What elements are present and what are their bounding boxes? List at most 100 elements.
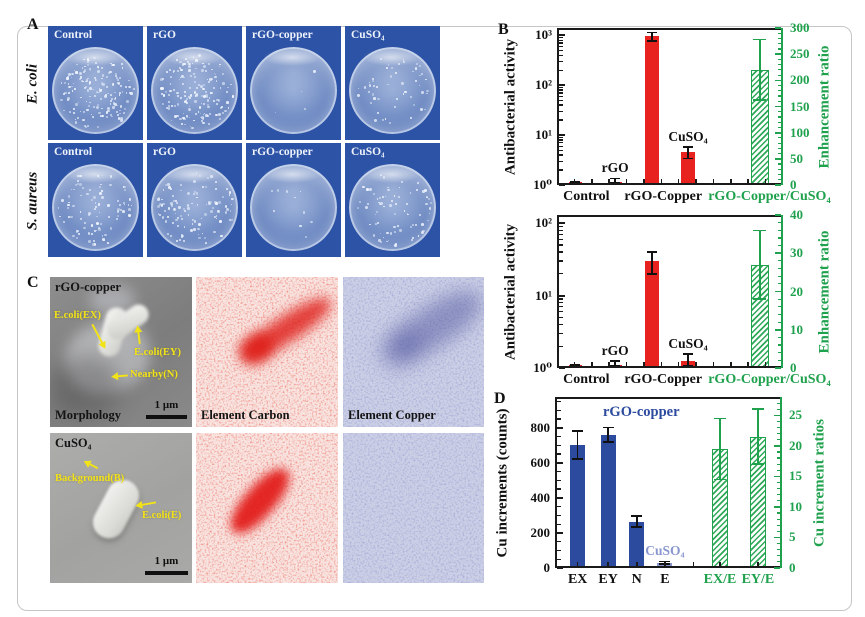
petri-dish	[250, 47, 337, 134]
bacterial-colony	[107, 203, 110, 207]
bacterial-colony	[384, 195, 386, 197]
petri-dish-cell-rgocopper: rGO-copper	[246, 143, 341, 257]
bacterial-colony	[109, 175, 112, 178]
bacterial-colony	[110, 93, 113, 96]
y-axis-title-left: Antibacterial activity	[502, 223, 519, 360]
bacterial-colony	[219, 65, 221, 67]
bacterial-colony	[418, 214, 421, 217]
bacterial-colony	[420, 108, 423, 111]
bacterial-colony	[426, 92, 428, 95]
bacterial-colony	[62, 93, 65, 96]
element-copper-label: Element Copper	[348, 408, 436, 422]
bacterial-colony	[77, 101, 80, 104]
bacterial-colony	[111, 64, 113, 66]
bacterial-colony	[169, 202, 173, 206]
annotation-ecoli-ey: E.coli(EY)	[134, 347, 181, 358]
error-bar-cap	[752, 463, 764, 465]
bacterial-colony	[82, 110, 85, 114]
y-tick-right	[775, 105, 781, 108]
error-bar	[719, 418, 721, 480]
y-tick-label-right: 100	[790, 124, 810, 140]
x-tick	[712, 179, 715, 183]
x-tick	[730, 362, 732, 366]
y-minor-tick-left	[557, 444, 561, 446]
y-minor-tick-right	[776, 420, 780, 423]
y-tick-label-left: 0	[543, 560, 551, 575]
bacterial-colony	[207, 122, 210, 125]
bacterial-colony	[230, 83, 232, 85]
bacterial-colony	[130, 92, 133, 95]
bacterial-colony	[89, 95, 91, 98]
bacterial-colony	[89, 81, 92, 84]
bacterial-colony	[211, 68, 214, 71]
bacterial-colony	[162, 189, 165, 191]
noise-texture	[196, 433, 338, 583]
bacterial-colony	[59, 215, 61, 218]
y-tick-right	[774, 536, 780, 539]
bacterial-colony	[402, 61, 405, 64]
bacterial-colony	[171, 105, 173, 107]
bacterial-colony	[179, 66, 182, 69]
x-axis-label: rGO-Copper/CuSO₄	[708, 189, 831, 204]
bacterial-colony	[117, 199, 120, 202]
bacterial-colony	[107, 109, 110, 113]
bacterial-colony	[180, 218, 183, 221]
bacterial-colony	[202, 186, 205, 189]
bacterial-colony	[62, 221, 65, 224]
bacterial-colony	[61, 199, 64, 202]
bacterial-colony	[68, 92, 70, 94]
y-minor-tick-right	[776, 426, 780, 429]
bacterial-colony	[203, 95, 206, 98]
bacterial-colony	[428, 212, 431, 215]
y-axis-title-left: Cu increments (counts)	[494, 408, 511, 557]
bacterial-colony	[421, 72, 424, 75]
bacterial-colony	[178, 79, 181, 81]
bacterial-colony	[182, 83, 184, 85]
bacterial-colony	[100, 66, 103, 69]
y-minor-tick-right	[777, 153, 781, 155]
bacterial-colony	[181, 116, 185, 120]
y-minor-tick-right	[777, 179, 781, 181]
bacterial-colony	[303, 107, 307, 111]
x-tick	[590, 179, 593, 183]
y-minor-tick-right	[777, 74, 781, 76]
bacterial-colony	[187, 62, 191, 66]
y-tick-label-right: 0	[790, 360, 797, 375]
bacterial-colony	[208, 97, 211, 100]
bacterial-colony	[398, 186, 400, 188]
bacterial-colony	[97, 203, 101, 206]
x-tick	[677, 362, 680, 366]
bacterial-colony	[98, 87, 101, 90]
bar-annotation: rGO	[601, 160, 629, 176]
chart-antibacterial-saureus: 10⁰ 10¹ 10² 0 10 20 30 40 rGO CuSO₄ Control rGO-Cop…	[503, 207, 833, 387]
bacterial-colony	[400, 181, 403, 183]
bacterial-colony	[389, 204, 392, 207]
sem-image-rgo-copper: rGO-copper E.coli(EX) E.coli(EY) Nearby(…	[50, 277, 192, 427]
chart-cu-increments: 0 200 400 600 800 0 5 10 15 20 25 CuSO₄ rGO-copper EX…	[495, 397, 828, 587]
bacterial-colony	[81, 67, 83, 69]
panel-d-label: D	[494, 390, 506, 407]
bacterial-colony	[78, 71, 82, 75]
element-carbon-label: Element Carbon	[201, 408, 290, 422]
bacterial-colony	[109, 114, 112, 117]
dish-condition-label: Control	[54, 29, 93, 41]
y-minor-tick-left	[557, 418, 561, 420]
y-minor-tick-left	[557, 541, 561, 543]
bacterial-colony	[85, 100, 87, 103]
bacterial-colony	[99, 192, 102, 196]
error-bar	[687, 146, 689, 159]
y-tick-label-right: 20	[790, 283, 803, 299]
bacterial-colony	[218, 113, 222, 116]
y-minor-tick-left	[557, 400, 561, 402]
bacterial-colony	[66, 75, 70, 79]
bacterial-colony	[358, 88, 360, 90]
bacterial-colony	[68, 216, 70, 218]
y-minor-tick-left	[559, 169, 563, 171]
y-minor-tick-right	[777, 121, 781, 123]
bacterial-colony	[201, 117, 205, 121]
bacterial-colony	[93, 242, 96, 245]
bacterial-colony	[224, 110, 227, 113]
y-tick-label-right: 10	[789, 498, 802, 514]
x-tick	[590, 362, 593, 366]
bacterial-colony	[107, 108, 110, 111]
